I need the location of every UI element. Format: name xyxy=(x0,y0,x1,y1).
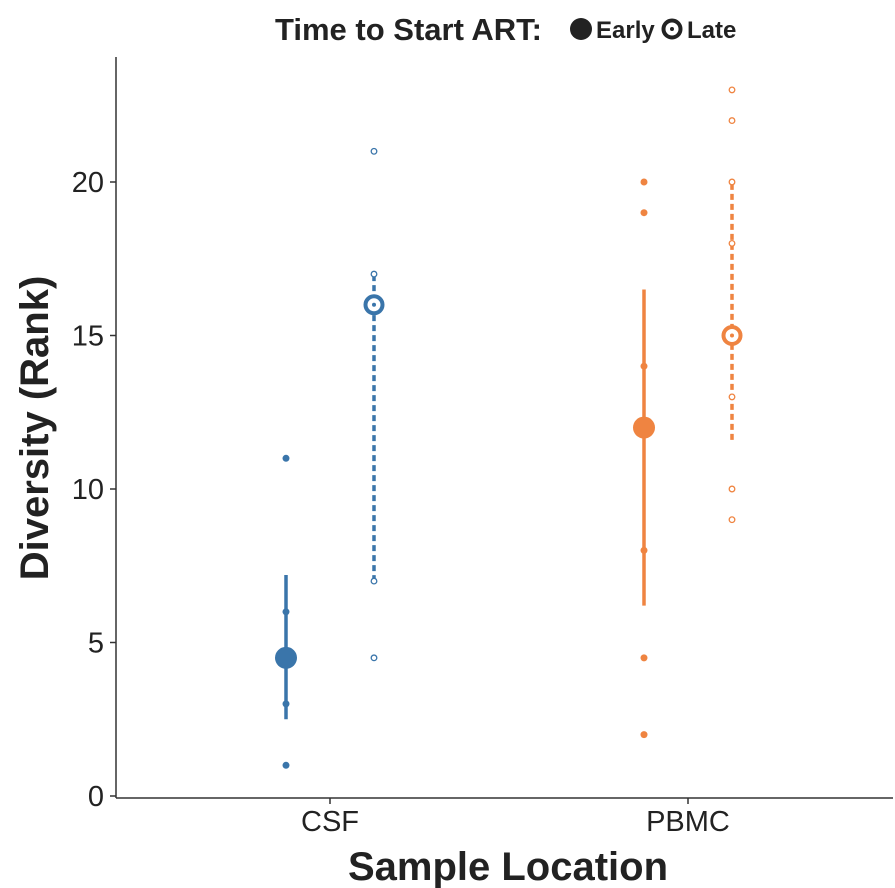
x-tick-label: CSF xyxy=(301,806,359,838)
mean-point xyxy=(633,416,655,439)
data-point xyxy=(640,362,648,370)
y-ticks: 0 5 10 15 20 xyxy=(72,167,116,813)
series-csf-late xyxy=(363,147,385,662)
y-tick-label: 10 xyxy=(72,474,104,506)
data-point xyxy=(728,178,736,186)
data-point xyxy=(640,209,648,217)
data-point xyxy=(282,608,290,616)
data-point xyxy=(728,86,736,94)
legend-label-early: Early xyxy=(596,17,655,44)
data-point xyxy=(282,454,290,462)
legend-marker-late xyxy=(661,18,683,40)
data-point xyxy=(640,546,648,554)
x-ticks: CSF PBMC xyxy=(301,798,730,838)
data-point xyxy=(640,178,648,186)
y-tick-label: 0 xyxy=(88,781,104,813)
data-point xyxy=(282,761,290,769)
data-point xyxy=(728,239,736,247)
data-point xyxy=(370,577,378,585)
mean-point xyxy=(275,646,297,669)
data-point xyxy=(728,516,736,524)
mean-point-center xyxy=(372,302,376,307)
legend-marker-late-center xyxy=(670,27,674,31)
data-point xyxy=(370,654,378,662)
mean-point-center xyxy=(730,333,734,338)
y-axis-title: Diversity (Rank) xyxy=(13,276,57,581)
series-csf-early xyxy=(275,454,297,769)
plot-marks xyxy=(275,86,743,769)
legend: Time to Start ART: Early Late xyxy=(275,12,736,47)
y-tick-label: 15 xyxy=(72,321,104,353)
series-pbmc-late xyxy=(721,86,743,524)
data-point xyxy=(728,393,736,401)
data-point xyxy=(370,270,378,278)
data-point xyxy=(370,147,378,155)
data-point xyxy=(282,700,290,708)
data-point xyxy=(640,654,648,662)
x-tick-label: PBMC xyxy=(646,806,730,838)
y-tick-label: 20 xyxy=(72,167,104,199)
legend-label-late: Late xyxy=(687,17,736,44)
legend-title: Time to Start ART: xyxy=(275,12,542,47)
data-point xyxy=(640,731,648,739)
y-tick-label: 5 xyxy=(88,628,104,660)
legend-marker-early xyxy=(570,18,592,40)
x-axis-title: Sample Location xyxy=(348,845,668,888)
data-point xyxy=(728,485,736,493)
series-pbmc-early xyxy=(633,178,655,739)
data-point xyxy=(728,117,736,125)
